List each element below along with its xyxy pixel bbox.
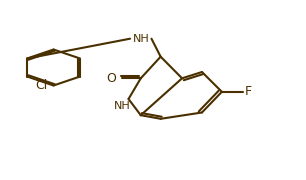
Text: F: F <box>245 85 252 98</box>
Text: NH: NH <box>114 101 131 111</box>
Text: Cl: Cl <box>35 79 47 92</box>
Text: O: O <box>106 72 116 85</box>
Text: NH: NH <box>132 34 149 44</box>
